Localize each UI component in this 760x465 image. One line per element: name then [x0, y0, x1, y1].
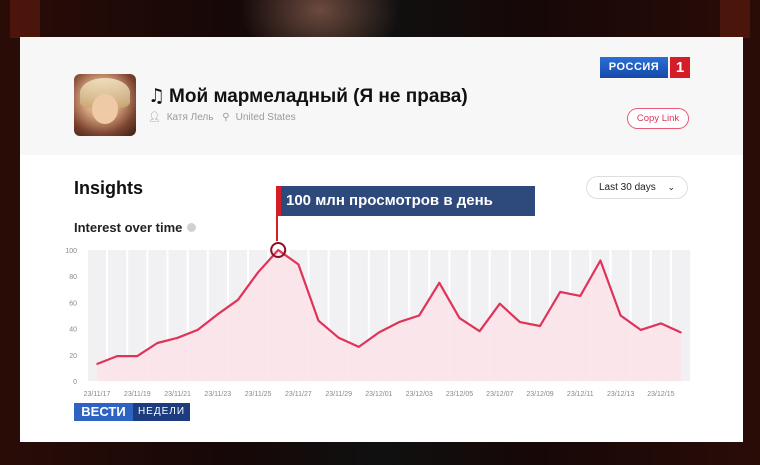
x-tick-label: 23/12/11	[567, 391, 594, 398]
callout-pointer-line	[276, 216, 278, 241]
insights-heading: Insights	[74, 178, 144, 198]
data-point	[559, 291, 561, 293]
data-point	[176, 337, 179, 339]
show-logo-sub: НЕДЕЛИ	[133, 403, 190, 421]
data-point	[398, 321, 400, 323]
backdrop-stripe	[10, 0, 40, 38]
y-tick-label: 0	[73, 379, 77, 386]
show-logo: ВЕСТИ НЕДЕЛИ	[74, 403, 190, 421]
data-point	[358, 346, 360, 348]
x-tick-label: 23/12/15	[647, 391, 674, 398]
channel-logo-word: РОССИЯ	[600, 57, 668, 78]
peak-highlight-ring	[270, 242, 287, 258]
song-meta: 👤︎ Катя Лель ⚲ United States	[148, 112, 302, 123]
y-tick-label: 100	[65, 248, 77, 255]
data-point	[136, 355, 139, 357]
info-icon[interactable]	[187, 223, 197, 232]
callout-banner: 100 млн просмотров в день	[276, 186, 535, 216]
x-tick-label: 23/12/01	[365, 391, 392, 398]
x-tick-label: 23/11/27	[285, 391, 312, 398]
x-tick-label: 23/12/13	[607, 391, 634, 398]
channel-logo-number: 1	[670, 57, 690, 78]
data-point	[196, 329, 199, 331]
x-tick-label: 23/11/17	[84, 391, 111, 398]
data-point	[599, 259, 602, 262]
data-point	[257, 271, 259, 274]
song-title: ♫ Мой мармеладный (Я не права)	[148, 85, 468, 108]
location-pin-icon: ⚲	[222, 112, 230, 123]
x-tick-label: 23/11/29	[325, 391, 352, 398]
data-point	[277, 249, 280, 251]
data-point	[539, 325, 541, 327]
x-tick-label: 23/12/09	[526, 391, 553, 398]
song-title-text: Мой мармеладный (Я не права)	[169, 86, 468, 107]
data-point	[438, 282, 441, 284]
interest-heading-text: Interest over time	[74, 220, 183, 235]
data-point	[458, 317, 461, 319]
chevron-down-icon: ⌄	[667, 182, 675, 192]
interest-line	[96, 248, 682, 366]
x-tick-label: 23/11/19	[124, 391, 151, 398]
data-point	[519, 321, 521, 323]
date-range-value: Last 30 days	[599, 182, 656, 193]
x-tick-label: 23/11/21	[164, 391, 191, 398]
y-tick-label: 80	[69, 274, 77, 281]
data-point	[217, 313, 219, 316]
data-point	[96, 363, 98, 365]
region-label: United States	[235, 112, 296, 123]
show-logo-main: ВЕСТИ	[74, 403, 133, 421]
data-point	[619, 314, 622, 317]
interest-chart: 0 20 40 60 80 100 23/11/17 23/11/19 23/11/21 23/1…	[65, 242, 691, 398]
y-tick-label: 20	[69, 353, 77, 360]
day-bar	[108, 250, 127, 381]
data-point	[680, 331, 682, 334]
date-range-select[interactable]: Last 30 days ⌄	[586, 176, 688, 199]
data-point	[378, 331, 380, 334]
data-point	[317, 319, 320, 322]
music-note-icon: ♫	[148, 85, 166, 107]
data-point	[660, 322, 662, 325]
data-point	[579, 295, 582, 297]
data-point	[478, 330, 481, 333]
cover-face	[92, 94, 118, 124]
artist-name[interactable]: Катя Лель	[166, 112, 214, 123]
song-insights-panel: ♫ Мой мармеладный (Я не права) 👤︎ Катя Лел…	[20, 37, 743, 442]
x-tick-label: 23/12/07	[486, 391, 513, 398]
backdrop-stripe	[720, 0, 750, 38]
data-point	[337, 337, 340, 339]
data-point	[297, 263, 300, 266]
channel-logo: РОССИЯ 1	[600, 57, 690, 78]
copy-link-button[interactable]: Copy Link	[627, 108, 689, 129]
y-tick-label: 40	[69, 327, 77, 334]
interest-heading: Interest over time	[74, 220, 197, 235]
data-point	[418, 314, 421, 317]
x-tick-label: 23/11/25	[245, 391, 272, 398]
data-point	[237, 299, 239, 301]
day-bar	[128, 250, 147, 381]
user-icon: 👤︎	[148, 112, 161, 123]
data-point	[156, 342, 159, 344]
y-tick-label: 60	[69, 300, 77, 307]
data-point	[639, 329, 642, 331]
data-point	[116, 355, 118, 357]
song-header: ♫ Мой мармеладный (Я не права) 👤︎ Катя Лел…	[20, 37, 743, 155]
x-tick-label: 23/12/05	[446, 391, 473, 398]
x-tick-label: 23/12/03	[406, 391, 433, 398]
x-tick-label: 23/11/23	[204, 391, 231, 398]
day-bar	[87, 250, 107, 381]
data-point	[499, 302, 501, 305]
album-cover-image	[74, 74, 136, 136]
interest-area	[97, 250, 681, 381]
